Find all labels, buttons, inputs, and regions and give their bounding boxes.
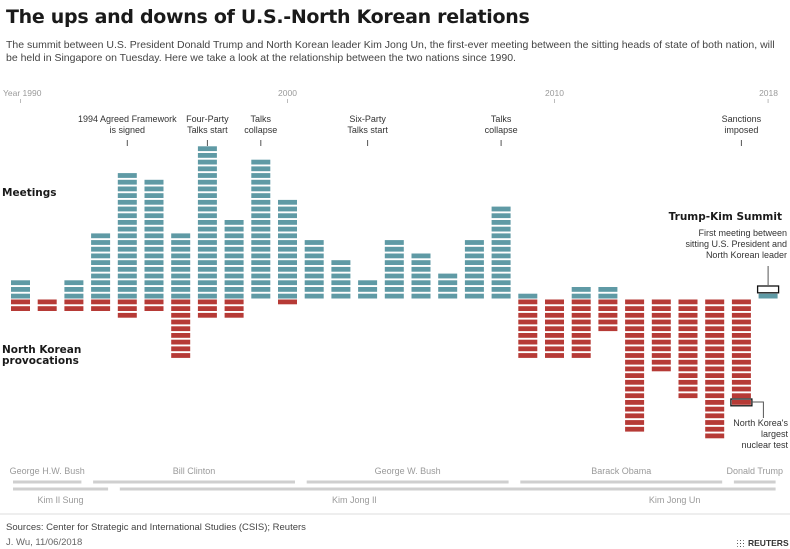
author-credit: J. Wu, 11/06/2018 — [6, 537, 83, 548]
meetings-bar — [491, 206, 511, 299]
series-label-provocations: North Korean provocations — [2, 344, 81, 367]
event-annotation: Talks collapse — [485, 114, 518, 135]
provocations-bar — [651, 299, 671, 372]
president-label: Bill Clinton — [173, 466, 216, 476]
provocations-bar — [731, 299, 751, 405]
meetings-bar — [197, 146, 217, 299]
provocations-bar — [545, 299, 564, 358]
meetings-bar — [358, 280, 378, 299]
meetings-bar — [518, 293, 538, 299]
event-annotation: Four-Party Talks start — [186, 114, 229, 135]
nk-leader-label: Kim Jong Il — [332, 495, 377, 505]
provocations-bar — [117, 299, 137, 318]
provocations-bar — [224, 299, 244, 318]
meetings-bar — [224, 220, 244, 299]
summit-callout-text: First meeting between sitting U.S. Presid… — [685, 228, 787, 260]
meetings-bar — [571, 287, 591, 299]
x-tick-label: 2018 — [759, 88, 778, 98]
president-label: Donald Trump — [726, 466, 783, 476]
x-tick-label: 2010 — [545, 88, 564, 98]
meetings-bar — [411, 253, 431, 299]
meetings-bar — [144, 179, 164, 299]
x-tick-label: 2000 — [278, 88, 297, 98]
source-note: Sources: Center for Strategic and Intern… — [6, 522, 306, 533]
summit-callout-title: Trump-Kim Summit — [669, 211, 782, 223]
provocations-bar — [64, 299, 84, 311]
reuters-dots-icon — [736, 538, 745, 548]
meetings-bar — [304, 240, 324, 299]
reuters-logo: REUTERS — [736, 538, 789, 548]
provocations-bar — [91, 299, 111, 311]
event-annotation: Talks collapse — [244, 114, 277, 135]
president-label: Barack Obama — [591, 466, 651, 476]
meetings-bar — [11, 280, 30, 299]
provocations-bar — [278, 299, 297, 305]
meetings-bar — [438, 273, 458, 299]
provocations-bar — [197, 299, 217, 318]
provocations-bar — [11, 299, 30, 311]
summit-highlight-box — [756, 285, 780, 294]
nuclear-test-leader-line — [750, 401, 764, 418]
meetings-bar — [251, 159, 271, 299]
meetings-bar — [91, 233, 111, 299]
x-tick-label: Year 1990 — [3, 88, 42, 98]
reuters-wordmark: REUTERS — [748, 538, 789, 548]
provocations-bar — [144, 299, 164, 311]
chart-title: The ups and downs of U.S.-North Korean r… — [6, 6, 530, 28]
provocations-bar — [518, 299, 538, 358]
meetings-bar — [171, 233, 191, 299]
nk-leader-label: Kim Il Sung — [38, 495, 84, 505]
meetings-bar — [117, 173, 137, 299]
meetings-bar — [384, 240, 404, 299]
series-label-meetings: Meetings — [2, 187, 57, 199]
provocations-bar — [678, 299, 698, 399]
event-annotation: 1994 Agreed Framework is signed — [78, 114, 177, 135]
provocations-bar — [171, 299, 191, 358]
meetings-bar — [464, 240, 484, 299]
president-label: George W. Bush — [375, 466, 441, 476]
meetings-bar — [598, 287, 618, 299]
provocations-bar — [625, 299, 645, 432]
meetings-bar — [331, 260, 351, 299]
meetings-bar — [64, 280, 84, 299]
nk-leader-label: Kim Jong Un — [649, 495, 701, 505]
nuclear-test-callout-text: North Korea's largest nuclear test — [733, 418, 788, 450]
provocations-bar — [598, 299, 618, 332]
president-label: George H.W. Bush — [10, 466, 85, 476]
meetings-bar — [278, 199, 297, 299]
provocations-bar — [37, 299, 57, 311]
chart-subtitle: The summit between U.S. President Donald… — [6, 39, 775, 64]
event-annotation: Sanctions imposed — [722, 114, 762, 135]
event-annotation: Six-Party Talks start — [347, 114, 388, 135]
provocations-bar — [705, 299, 725, 439]
provocations-bar — [571, 299, 591, 358]
